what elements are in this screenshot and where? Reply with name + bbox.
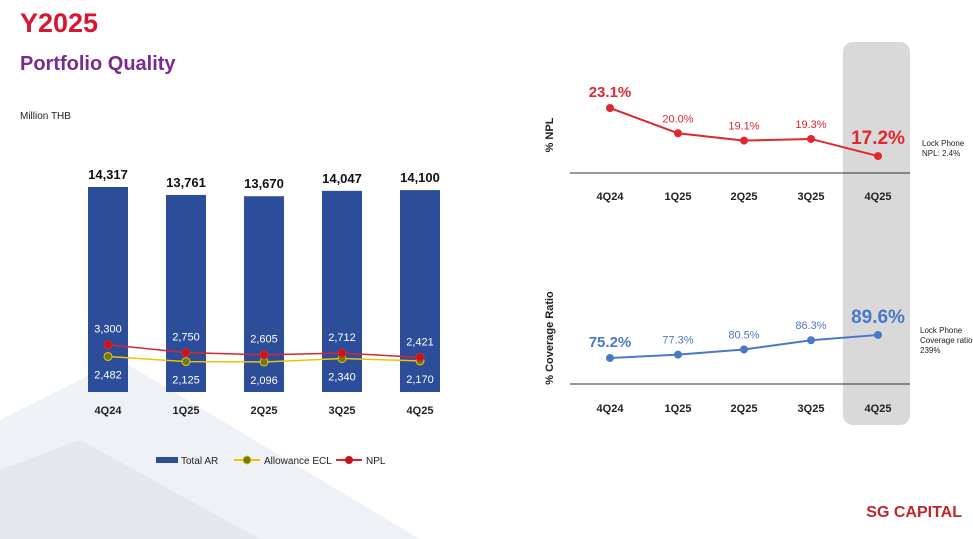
x-tick-label: 4Q24	[95, 405, 123, 417]
legend-label: Allowance ECL	[264, 456, 332, 467]
line-value-label: 2,482	[94, 369, 122, 381]
legend-label: Total AR	[181, 456, 218, 467]
x-tick-label: 2Q25	[731, 403, 758, 415]
annotation: NPL: 2.4%	[922, 149, 960, 158]
x-tick-label: 4Q25	[865, 403, 892, 415]
value-label: 19.1%	[728, 121, 759, 133]
point	[103, 340, 113, 350]
point	[740, 136, 748, 145]
line-value-label: 2,096	[250, 375, 278, 387]
point	[674, 129, 682, 138]
unit-label: Million THB	[20, 111, 71, 122]
point	[259, 350, 269, 360]
annotation: 239%	[920, 346, 940, 355]
x-tick-label: 2Q25	[251, 405, 278, 417]
bar	[88, 186, 128, 392]
x-tick-label: 4Q25	[407, 405, 434, 417]
point	[181, 348, 191, 358]
y-axis-label: % Coverage Ratio	[544, 291, 556, 385]
bar-value-label: 14,047	[322, 171, 362, 186]
highlight-column	[843, 42, 910, 425]
annotation: Lock Phone	[920, 326, 963, 335]
point	[740, 345, 748, 354]
line-value-label: 2,125	[172, 375, 200, 387]
point	[807, 336, 815, 345]
point	[874, 330, 882, 339]
point	[181, 357, 191, 367]
x-tick-label: 3Q25	[798, 191, 825, 203]
annotation: Lock Phone	[922, 139, 965, 148]
line-value-label: 3,300	[94, 324, 122, 336]
value-label: 77.3%	[662, 335, 693, 347]
value-label: 20.0%	[662, 113, 693, 125]
legend-swatch	[156, 457, 178, 463]
logo: SG CAPITAL	[866, 504, 962, 521]
point	[807, 134, 815, 143]
value-label: 89.6%	[851, 307, 905, 328]
value-label: 19.3%	[795, 119, 826, 131]
x-tick-label: 1Q25	[665, 403, 692, 415]
x-tick-label: 1Q25	[665, 191, 692, 203]
background-shape	[0, 440, 260, 539]
bar-value-label: 14,100	[400, 170, 440, 185]
point	[337, 348, 347, 358]
line-value-label: 2,712	[328, 332, 356, 344]
value-label: 80.5%	[728, 330, 759, 342]
y-axis-label: % NPL	[544, 117, 556, 152]
value-label: 86.3%	[795, 320, 826, 332]
value-label: 23.1%	[589, 84, 632, 101]
point	[415, 352, 425, 362]
value-label: 17.2%	[851, 128, 905, 149]
line-value-label: 2,340	[328, 371, 356, 383]
line-value-label: 2,605	[250, 334, 278, 346]
annotation: Coverage ratio	[920, 336, 973, 345]
point	[606, 103, 614, 112]
point	[606, 353, 614, 362]
x-tick-label: 2Q25	[731, 191, 758, 203]
legend-swatch	[345, 456, 353, 464]
value-label: 75.2%	[589, 334, 632, 351]
bar-value-label: 13,761	[166, 175, 206, 190]
x-tick-label: 1Q25	[173, 405, 200, 417]
x-tick-label: 3Q25	[798, 403, 825, 415]
point	[103, 351, 113, 361]
x-tick-label: 4Q24	[597, 403, 625, 415]
legend-label: NPL	[366, 456, 386, 467]
x-tick-label: 3Q25	[329, 405, 356, 417]
line-value-label: 2,170	[406, 374, 434, 386]
point	[674, 350, 682, 359]
bar-value-label: 13,670	[244, 176, 284, 191]
legend-swatch	[242, 455, 252, 465]
x-tick-label: 4Q25	[865, 191, 892, 203]
bar-value-label: 14,317	[88, 167, 128, 182]
x-tick-label: 4Q24	[597, 191, 625, 203]
page-title: Y2025	[20, 8, 98, 38]
legend: Total AR Allowance ECL NPL	[156, 455, 386, 467]
page-subtitle: Portfolio Quality	[20, 53, 176, 75]
line-value-label: 2,421	[406, 336, 434, 348]
line-value-label: 2,750	[172, 332, 200, 344]
point	[874, 152, 882, 161]
